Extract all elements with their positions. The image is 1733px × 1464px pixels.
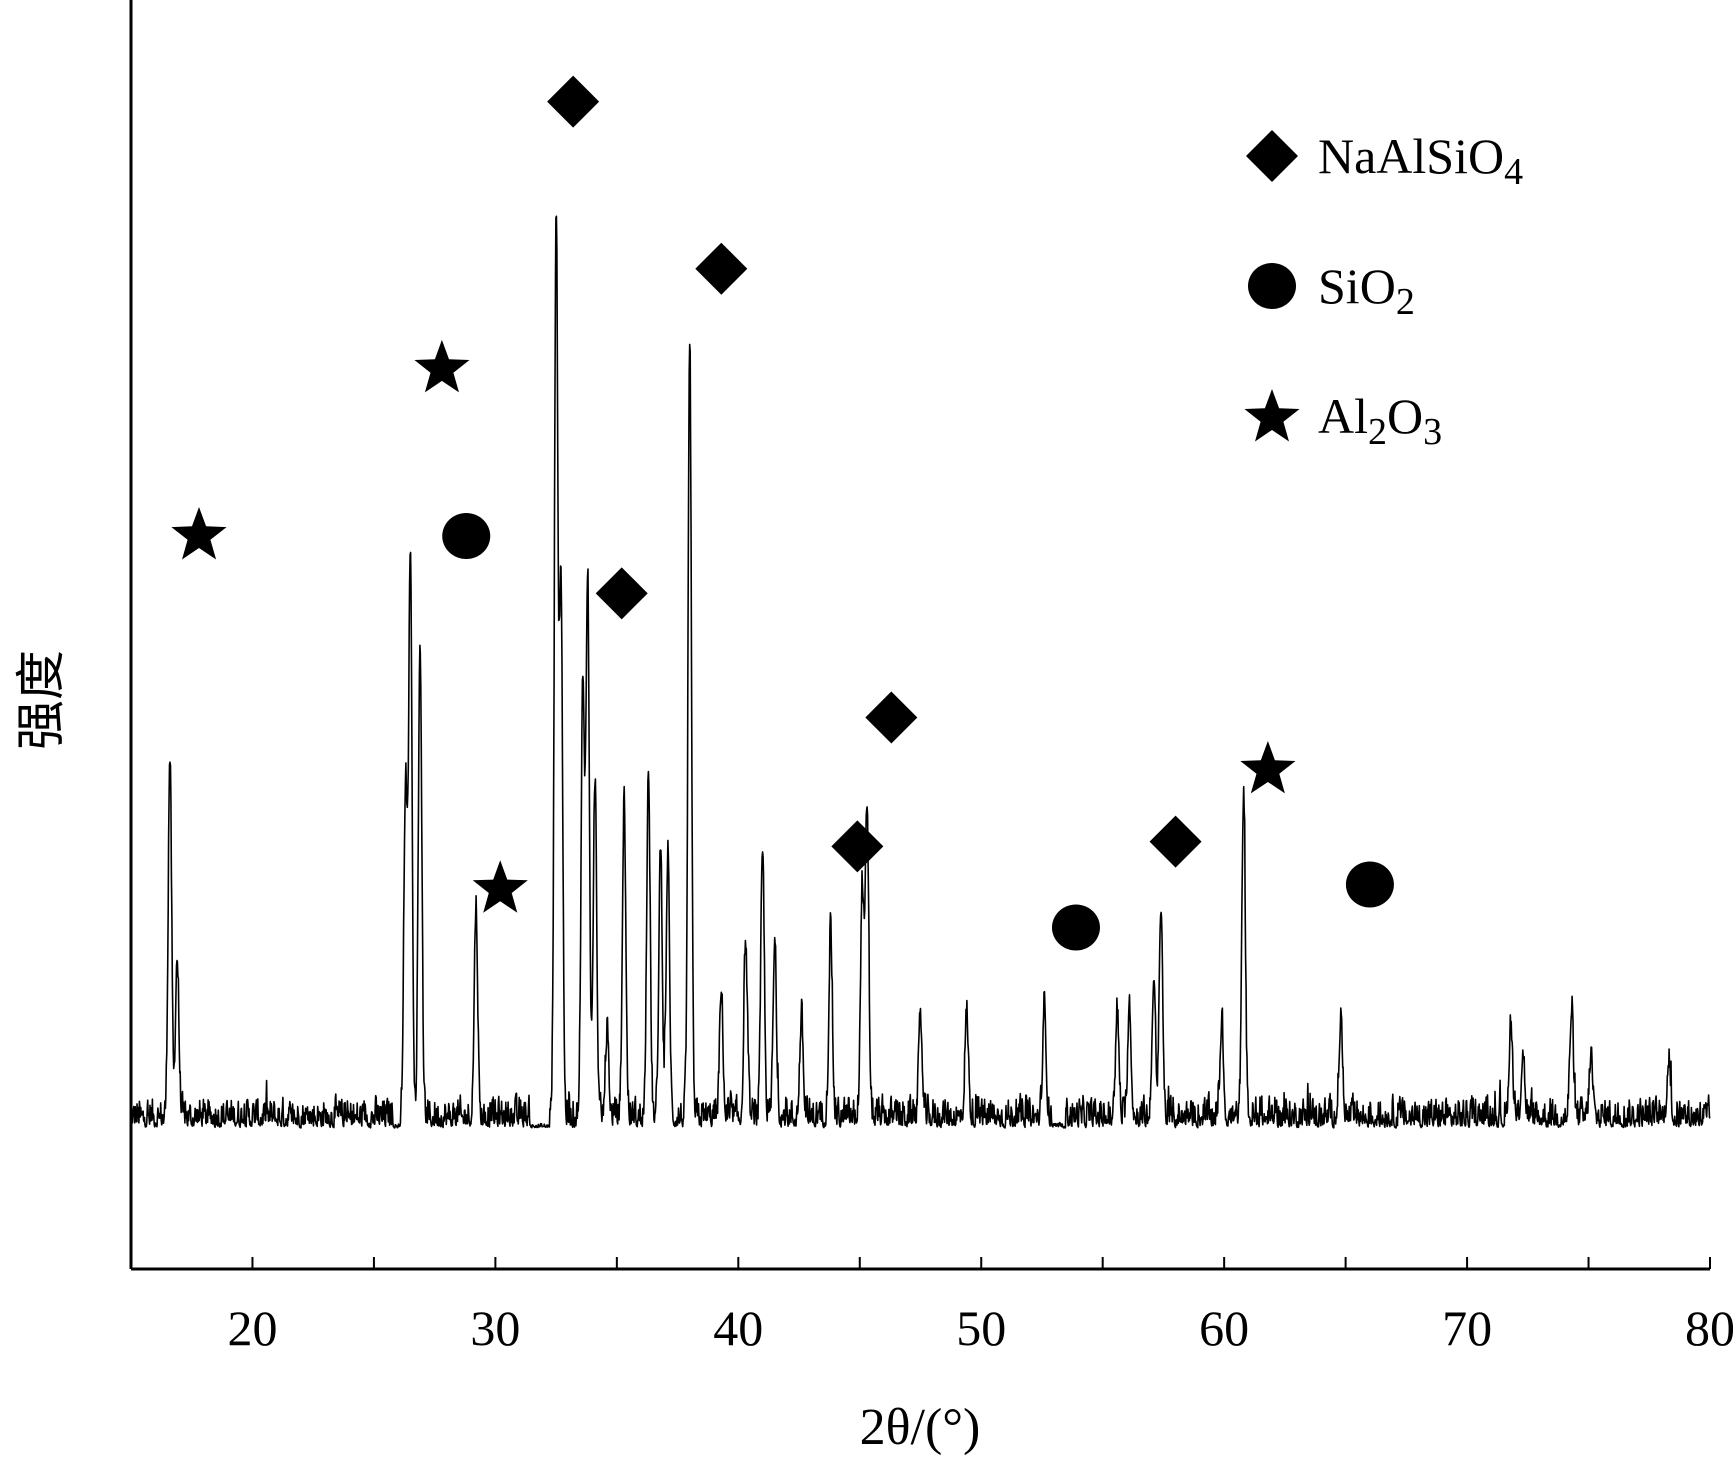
star-marker — [414, 339, 470, 393]
legend: NaAlSiO4 SiO2 Al2O3 — [1244, 128, 1523, 453]
diamond-marker — [831, 820, 884, 873]
star-legend-icon — [1244, 389, 1300, 442]
x-tick-label: 80 — [1685, 1300, 1733, 1356]
x-tick-label: 20 — [227, 1300, 277, 1356]
x-tick-label: 70 — [1442, 1300, 1492, 1356]
circle-marker — [1051, 904, 1100, 951]
diamond-marker — [595, 567, 648, 620]
diamond-marker — [1149, 815, 1202, 868]
circle-legend-icon — [1248, 263, 1296, 309]
diamond-marker — [547, 75, 600, 128]
legend-item: SiO2 — [1248, 258, 1415, 323]
y-axis-title: 强度 — [13, 650, 69, 750]
legend-label: SiO2 — [1318, 258, 1415, 323]
x-axis-ticks — [130, 1257, 1711, 1269]
diamond-marker — [695, 242, 748, 295]
x-tick-label: 60 — [1199, 1300, 1249, 1356]
diamond-marker — [865, 691, 918, 744]
diamond-legend-icon — [1246, 130, 1298, 182]
x-axis-title: 2θ/(°) — [860, 1399, 981, 1456]
star-marker — [171, 507, 227, 560]
circle-marker — [442, 513, 491, 560]
x-tick-label: 50 — [956, 1300, 1006, 1356]
star-marker — [1240, 741, 1296, 794]
x-axis-tick-labels: 20 30 40 50 60 70 80 — [227, 1300, 1733, 1356]
phase-markers — [171, 75, 1394, 951]
star-marker — [472, 860, 528, 913]
legend-item: Al2O3 — [1244, 388, 1442, 453]
legend-label: NaAlSiO4 — [1318, 128, 1523, 193]
circle-marker — [1345, 861, 1394, 908]
x-tick-label: 30 — [470, 1300, 520, 1356]
xrd-spectrum-line — [130, 215, 1711, 1129]
x-tick-label: 40 — [713, 1300, 763, 1356]
legend-label: Al2O3 — [1318, 388, 1442, 453]
legend-item: NaAlSiO4 — [1246, 128, 1523, 193]
